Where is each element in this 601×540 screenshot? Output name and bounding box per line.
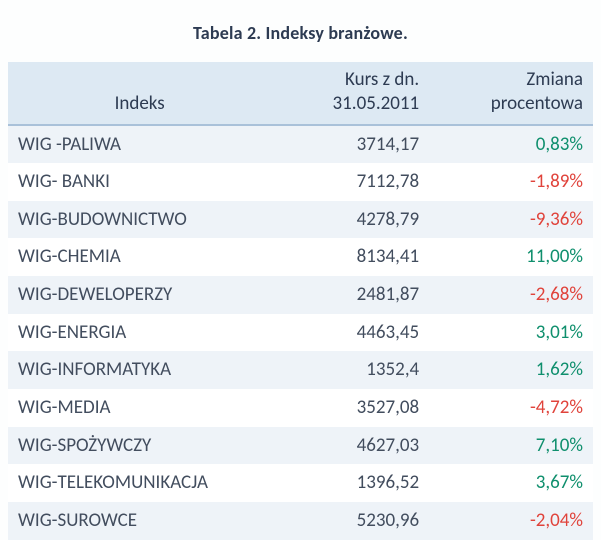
cell-index-name: WIG-SPOŻYWCZY [8,427,271,465]
cell-price: 4627,03 [271,427,429,465]
col-header-change-line1: Zmiana [526,68,583,91]
cell-index-name: WIG-BUDOWNICTWO [8,201,271,239]
cell-index-name: WIG-MEDIA [8,389,271,427]
cell-price: 4463,45 [271,314,429,352]
cell-index-name: WIG-TELEKOMUNIKACJA [8,464,271,502]
col-header-price: Kurs z dn. 31.05.2011 [271,62,429,125]
cell-price: 5230,96 [271,502,429,540]
table-row: WIG-INFORMATYKA1352,41,62% [8,351,593,389]
cell-change: 3,01% [429,314,593,352]
cell-change: 1,62% [429,351,593,389]
table-row: WIG- BANKI7112,78-1,89% [8,163,593,201]
cell-index-name: WIG-CHEMIA [8,238,271,276]
cell-change: -2,04% [429,502,593,540]
cell-index-name: WIG-SUROWCE [8,502,271,540]
cell-change: -4,72% [429,389,593,427]
cell-price: 1352,4 [271,351,429,389]
cell-change: -2,68% [429,276,593,314]
col-header-price-line1: Kurs z dn. [345,68,419,91]
cell-price: 7112,78 [271,163,429,201]
cell-index-name: WIG -PALIWA [8,125,271,164]
table-body: WIG -PALIWA3714,170,83%WIG- BANKI7112,78… [8,125,593,540]
col-header-change-line2: procentowa [491,92,583,115]
table-header: Indeks Kurs z dn. 31.05.2011 Zmiana proc… [8,62,593,125]
table-row: WIG-DEWELOPERZY2481,87-2,68% [8,276,593,314]
cell-price: 1396,52 [271,464,429,502]
cell-price: 3714,17 [271,125,429,164]
table-row: WIG-ENERGIA4463,453,01% [8,314,593,352]
cell-change: 3,67% [429,464,593,502]
cell-index-name: WIG-ENERGIA [8,314,271,352]
sector-index-table: Indeks Kurs z dn. 31.05.2011 Zmiana proc… [8,62,593,540]
cell-change: -1,89% [429,163,593,201]
table-row: WIG-CHEMIA8134,4111,00% [8,238,593,276]
cell-index-name: WIG-DEWELOPERZY [8,276,271,314]
cell-change: -9,36% [429,201,593,239]
cell-change: 0,83% [429,125,593,164]
table-row: WIG-BUDOWNICTWO4278,79-9,36% [8,201,593,239]
col-header-index-line2: Indeks [115,92,165,115]
col-header-price-line2: 31.05.2011 [333,92,420,115]
table-row: WIG -PALIWA3714,170,83% [8,125,593,164]
table-row: WIG-SUROWCE5230,96-2,04% [8,502,593,540]
cell-price: 8134,41 [271,238,429,276]
cell-change: 11,00% [429,238,593,276]
cell-index-name: WIG- BANKI [8,163,271,201]
col-header-index: Indeks [8,62,271,125]
cell-change: 7,10% [429,427,593,465]
table-row: WIG-SPOŻYWCZY4627,037,10% [8,427,593,465]
page: Tabela 2. Indeksy branżowe. Indeks Kurs … [0,0,601,506]
table-title: Tabela 2. Indeksy branżowe. [8,22,593,44]
cell-price: 3527,08 [271,389,429,427]
cell-price: 2481,87 [271,276,429,314]
table-row: WIG-TELEKOMUNIKACJA1396,523,67% [8,464,593,502]
table-row: WIG-MEDIA3527,08-4,72% [8,389,593,427]
cell-price: 4278,79 [271,201,429,239]
col-header-change: Zmiana procentowa [429,62,593,125]
cell-index-name: WIG-INFORMATYKA [8,351,271,389]
